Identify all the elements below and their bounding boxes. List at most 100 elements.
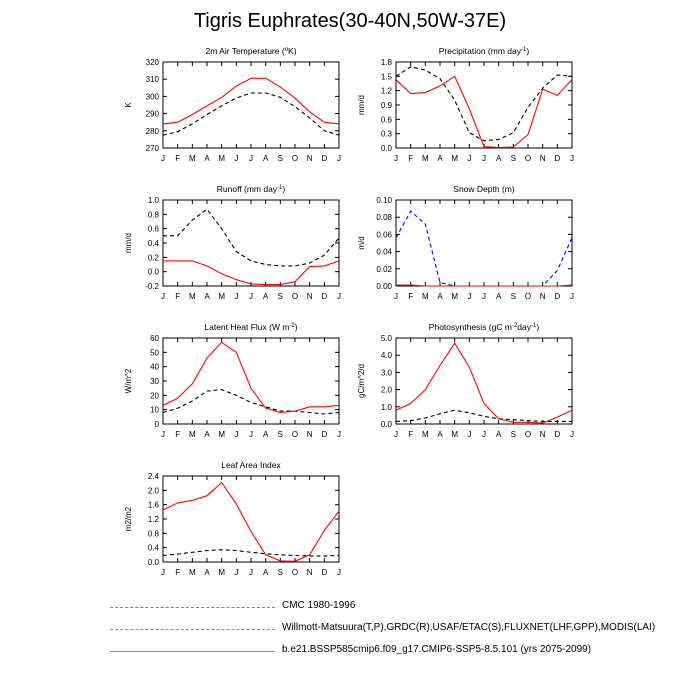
y-tick-label-0-3: 300 (146, 92, 160, 101)
y-tick-label-1-2: 0.6 (381, 115, 393, 124)
legend-label-model: b.e21.BSSP585cmip6.f09_g17.CMIP6-SSP5-8.… (282, 644, 592, 655)
legend-item-model: b.e21.BSSP585cmip6.f09_g17.CMIP6-SSP5-8.… (110, 644, 670, 658)
legend-label-cmc: CMC 1980-1996 (282, 600, 356, 611)
x-tick-label-1-0: J (394, 154, 398, 163)
x-tick-label-6-2: M (189, 568, 196, 577)
x-tick-label-5-5: J (467, 430, 471, 439)
y-tick-label-2-2: 0.2 (148, 253, 160, 262)
series-line-5-0 (395, 409, 572, 422)
y-tick-label-6-2: 0.8 (148, 529, 160, 538)
x-tick-label-2-12: J (337, 292, 341, 301)
x-tick-label-0-0: J (161, 154, 165, 163)
y-tick-label-2-5: 0.8 (148, 210, 160, 219)
x-tick-label-3-9: O (525, 292, 531, 301)
panel-title-1: Precipitation (mm day-1) (439, 46, 530, 56)
x-tick-label-0-8: S (278, 154, 283, 163)
y-tick-label-3-5: 0.10 (376, 196, 392, 205)
x-tick-label-0-9: O (292, 154, 298, 163)
y-tick-label-2-1: 0.0 (148, 268, 160, 277)
x-tick-label-3-2: M (422, 292, 429, 301)
series-line-2-0 (163, 208, 340, 267)
y-tick-label-4-0: 0 (155, 420, 160, 429)
x-tick-label-1-11: D (554, 154, 560, 163)
x-tick-label-6-4: M (218, 568, 225, 577)
x-tick-label-1-2: M (422, 154, 429, 163)
x-tick-label-4-0: J (161, 430, 165, 439)
x-tick-label-6-9: O (292, 568, 298, 577)
x-tick-label-3-1: F (408, 292, 413, 301)
series-line-2-1 (163, 260, 340, 286)
y-tick-label-3-2: 0.04 (376, 248, 392, 257)
y-axis-label-4: W/m^2 (124, 368, 133, 393)
x-tick-label-2-6: J (249, 292, 253, 301)
x-tick-label-2-9: O (292, 292, 298, 301)
x-tick-label-2-3: A (204, 292, 210, 301)
series-line-3-0 (395, 210, 573, 287)
y-axis-label-1: mm/d (357, 95, 366, 115)
series-line-5-1 (395, 342, 573, 424)
x-tick-label-4-9: O (292, 430, 298, 439)
y-tick-label-1-6: 1.8 (381, 58, 393, 67)
y-tick-label-3-1: 0.02 (376, 265, 392, 274)
x-tick-label-6-8: S (278, 568, 283, 577)
x-tick-label-0-1: F (175, 154, 180, 163)
y-axis-label-3: m/d (357, 236, 366, 249)
y-tick-label-6-4: 1.6 (148, 501, 160, 510)
x-tick-label-0-3: A (204, 154, 210, 163)
x-tick-label-1-9: O (525, 154, 531, 163)
x-tick-label-1-7: A (496, 154, 502, 163)
x-tick-label-4-2: M (189, 430, 196, 439)
y-tick-label-4-4: 40 (150, 363, 159, 372)
y-tick-label-2-3: 0.4 (148, 239, 160, 248)
x-tick-label-3-6: J (482, 292, 486, 301)
x-tick-label-3-0: J (394, 292, 398, 301)
y-tick-label-5-0: 0.0 (381, 420, 393, 429)
series-line-1-0 (395, 66, 573, 142)
x-tick-label-0-11: D (321, 154, 327, 163)
x-tick-label-4-6: J (249, 430, 253, 439)
panel-title-3: Snow Depth (m) (453, 184, 515, 194)
y-tick-label-1-3: 0.9 (381, 101, 393, 110)
panel-frame-0 (162, 61, 340, 149)
y-tick-label-4-1: 10 (150, 406, 159, 415)
legend-swatch-model (110, 651, 275, 652)
x-tick-label-4-8: S (278, 430, 283, 439)
panel-frame-5 (395, 337, 573, 425)
legend-swatch-obs (110, 629, 275, 630)
panel-frame-2 (162, 199, 340, 287)
x-tick-label-2-7: A (263, 292, 269, 301)
y-axis-label-2: mm/d (124, 233, 133, 253)
x-tick-label-3-5: J (467, 292, 471, 301)
x-tick-label-1-10: N (540, 154, 546, 163)
x-tick-label-1-5: J (467, 154, 471, 163)
panel-title-0: 2m Air Temperature (oK) (205, 46, 296, 56)
x-tick-label-2-2: M (189, 292, 196, 301)
x-tick-label-2-1: F (175, 292, 180, 301)
panel-title-4: Latent Heat Flux (W m-2) (204, 322, 297, 332)
y-tick-label-0-5: 320 (146, 58, 160, 67)
legend-label-obs: Willmott-Matsuura(T,P),GRDC(R),USAF/ETAC… (282, 622, 656, 633)
x-tick-label-3-11: D (554, 292, 560, 301)
x-tick-label-1-1: F (408, 154, 413, 163)
y-tick-label-2-6: 1.0 (148, 196, 160, 205)
x-tick-label-5-6: J (482, 430, 486, 439)
panel-frame-1 (395, 61, 573, 149)
y-tick-label-5-1: 1.0 (381, 403, 393, 412)
x-tick-label-1-8: S (511, 154, 516, 163)
series-line-3-1 (396, 284, 573, 287)
x-tick-label-5-1: F (408, 430, 413, 439)
x-tick-label-2-5: J (234, 292, 238, 301)
series-line-6-1 (162, 481, 340, 562)
x-tick-label-3-10: N (540, 292, 546, 301)
x-tick-label-0-7: A (263, 154, 269, 163)
y-tick-label-3-0: 0.00 (376, 282, 392, 291)
y-tick-label-6-6: 2.4 (148, 472, 160, 481)
series-line-4-1 (162, 341, 340, 414)
y-tick-label-0-4: 310 (146, 75, 160, 84)
x-tick-label-6-3: A (204, 568, 210, 577)
x-tick-label-5-12: J (570, 430, 574, 439)
y-tick-label-0-1: 280 (146, 127, 160, 136)
x-tick-label-1-4: M (451, 154, 458, 163)
x-tick-label-3-12: J (570, 292, 574, 301)
